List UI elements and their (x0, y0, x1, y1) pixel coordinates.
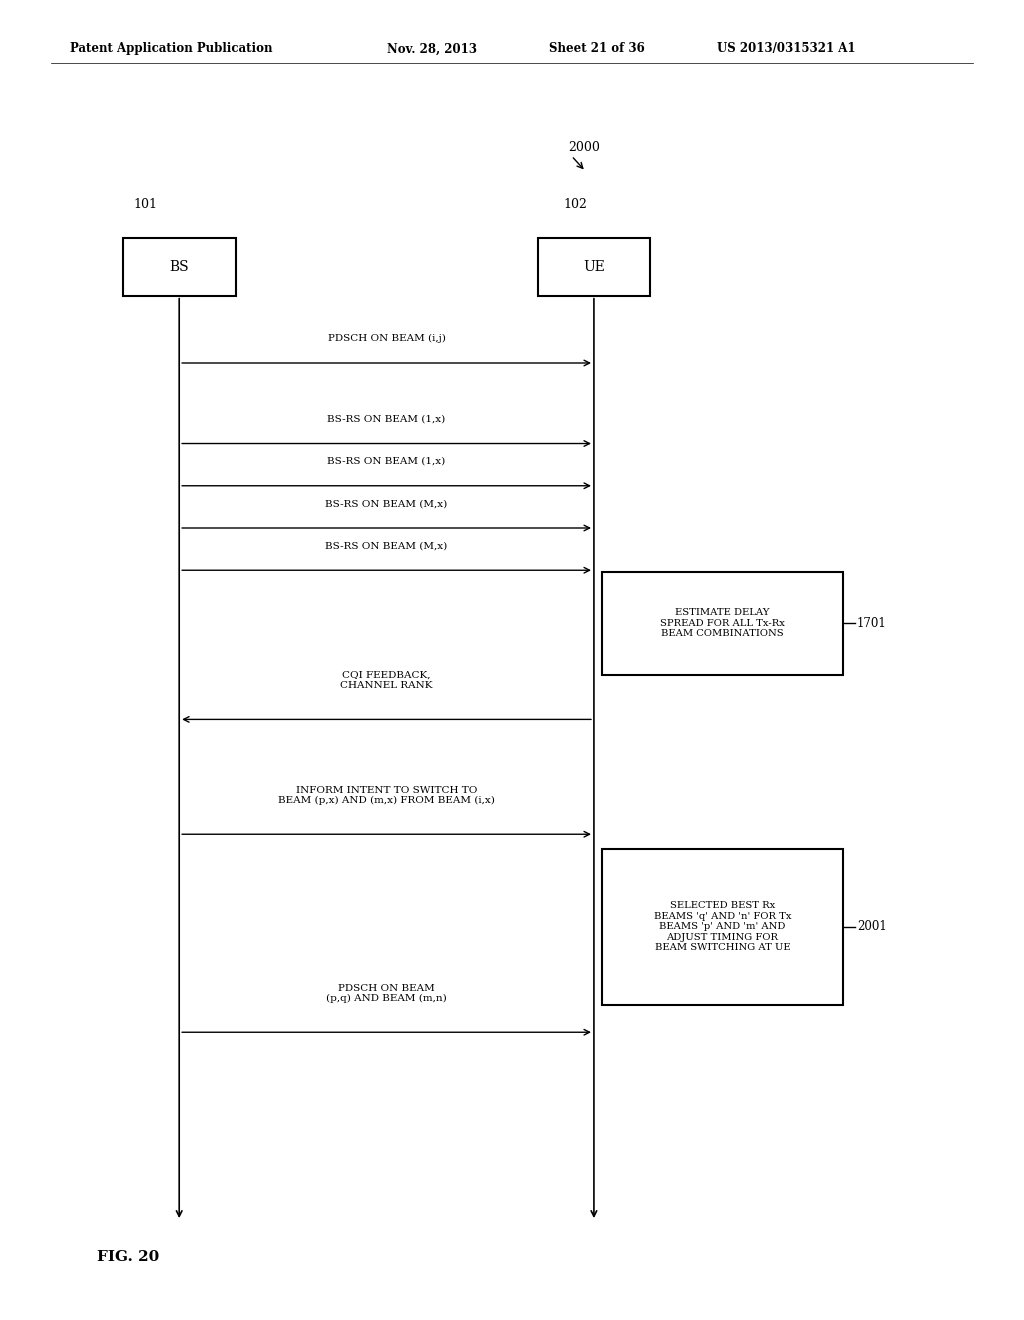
Text: BS-RS ON BEAM (1,x): BS-RS ON BEAM (1,x) (328, 414, 445, 424)
Text: 101: 101 (133, 198, 157, 211)
Text: PDSCH ON BEAM (i,j): PDSCH ON BEAM (i,j) (328, 334, 445, 343)
Text: Sheet 21 of 36: Sheet 21 of 36 (549, 42, 645, 55)
Text: ESTIMATE DELAY
SPREAD FOR ALL Tx-Rx
BEAM COMBINATIONS: ESTIMATE DELAY SPREAD FOR ALL Tx-Rx BEAM… (660, 609, 784, 638)
Text: BS: BS (169, 260, 189, 273)
Text: BS-RS ON BEAM (M,x): BS-RS ON BEAM (M,x) (326, 541, 447, 550)
Text: US 2013/0315321 A1: US 2013/0315321 A1 (717, 42, 855, 55)
Text: FIG. 20: FIG. 20 (97, 1250, 160, 1263)
Text: INFORM INTENT TO SWITCH TO
BEAM (p,x) AND (m,x) FROM BEAM (i,x): INFORM INTENT TO SWITCH TO BEAM (p,x) AN… (279, 785, 495, 805)
FancyBboxPatch shape (123, 238, 236, 296)
FancyBboxPatch shape (538, 238, 650, 296)
Text: BS-RS ON BEAM (M,x): BS-RS ON BEAM (M,x) (326, 499, 447, 508)
Text: CQI FEEDBACK,
CHANNEL RANK: CQI FEEDBACK, CHANNEL RANK (340, 671, 433, 690)
Text: 2000: 2000 (568, 141, 600, 154)
FancyBboxPatch shape (602, 572, 843, 675)
FancyBboxPatch shape (602, 849, 843, 1005)
Text: Nov. 28, 2013: Nov. 28, 2013 (387, 42, 477, 55)
Text: BS-RS ON BEAM (1,x): BS-RS ON BEAM (1,x) (328, 457, 445, 466)
Text: UE: UE (583, 260, 605, 273)
Text: 1701: 1701 (857, 616, 887, 630)
Text: 2001: 2001 (857, 920, 887, 933)
Text: Patent Application Publication: Patent Application Publication (70, 42, 272, 55)
Text: PDSCH ON BEAM
(p,q) AND BEAM (m,n): PDSCH ON BEAM (p,q) AND BEAM (m,n) (327, 983, 446, 1003)
Text: 102: 102 (563, 198, 587, 211)
Text: SELECTED BEST Rx
BEAMS 'q' AND 'n' FOR Tx
BEAMS 'p' AND 'm' AND
ADJUST TIMING FO: SELECTED BEST Rx BEAMS 'q' AND 'n' FOR T… (653, 902, 792, 952)
